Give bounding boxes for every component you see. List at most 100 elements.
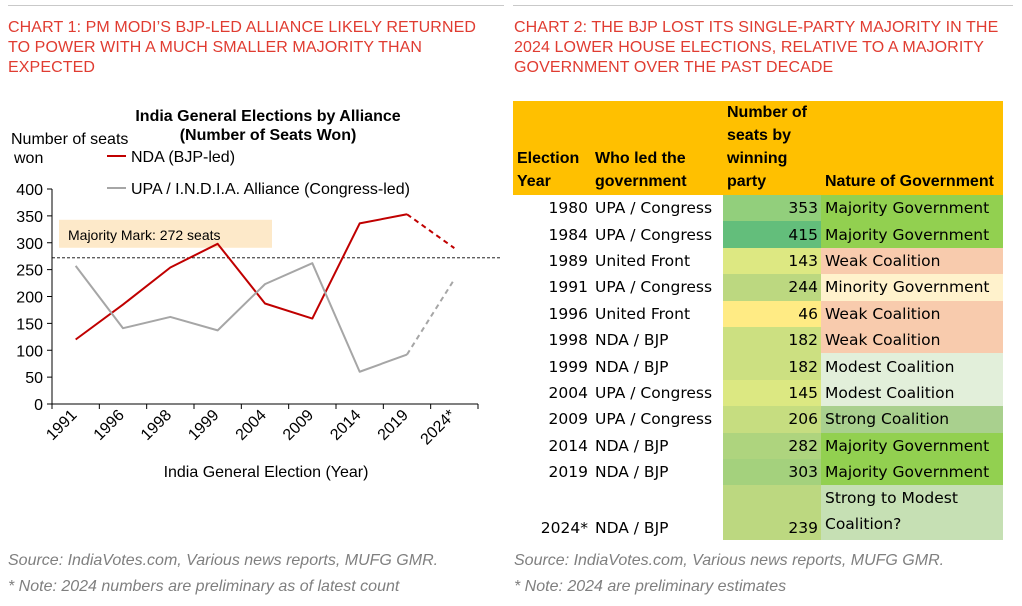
legend-label-1: UPA / I.N.D.I.A. Alliance (Congress-led) xyxy=(131,181,410,198)
x-tick-label: 1991 xyxy=(43,407,80,444)
seats-cell: 244 xyxy=(723,274,821,301)
chart-legend: NDA (BJP-led) UPA / I.N.D.I.A. Alliance (… xyxy=(107,149,410,198)
nature-cell: Modest Coalition xyxy=(821,379,1003,407)
table-row: 2019 NDA / BJP 303 Majority Government xyxy=(513,458,1003,486)
y-tick-label: 250 xyxy=(16,263,43,280)
nature-cell: Strong to Modest Coalition? xyxy=(821,485,1003,541)
table-header-row: Election Year Who led the government Num… xyxy=(513,101,1003,195)
nature-cell: Strong Coalition xyxy=(821,406,1003,433)
table-row: 1999 NDA / BJP 182 Modest Coalition xyxy=(513,353,1003,380)
table-row: 2009 UPA / Congress 206 Strong Coalition xyxy=(513,406,1003,433)
y-tick-label: 200 xyxy=(16,290,43,307)
leader-cell: UPA / Congress xyxy=(595,278,713,297)
chart1-source: Source: IndiaVotes.com, Various news rep… xyxy=(8,552,439,569)
leader-cell: UPA / Congress xyxy=(595,199,713,218)
y-tick-label: 300 xyxy=(16,236,43,253)
chart2-heading: CHART 2: THE BJP LOST ITS SINGLE-PARTY M… xyxy=(514,19,999,76)
leader-cell: NDA / BJP xyxy=(595,519,669,538)
x-tick-label: 1998 xyxy=(138,407,175,444)
table-body: 1980 UPA / Congress 353 Majority Government… xyxy=(513,195,1003,541)
table-row: 2024* NDA / BJP 239 Strong to Modest Coalit… xyxy=(513,485,1003,541)
seats-cell: 239 xyxy=(723,485,821,541)
series-projection-1 xyxy=(406,278,456,356)
x-tick-label: 2004 xyxy=(233,407,270,444)
seats-line-chart: India General Elections by Alliance (Num… xyxy=(11,108,500,481)
year-cell: 2014 xyxy=(548,436,588,455)
majority-mark: Majority Mark: 272 seats xyxy=(52,219,500,259)
leader-cell: NDA / BJP xyxy=(595,436,669,455)
y-axis-label-line1: Number of seats xyxy=(11,131,128,148)
table-row: 1991 UPA / Congress 244 Minority Government xyxy=(513,274,1003,301)
table-row: 1998 NDA / BJP 182 Weak Coalition xyxy=(513,326,1003,354)
series-line-1 xyxy=(74,262,408,373)
seats-cell: 353 xyxy=(723,195,821,222)
year-cell: 1996 xyxy=(548,304,588,323)
leader-cell: United Front xyxy=(595,251,691,270)
nature-cell: Majority Government xyxy=(821,458,1003,486)
x-tick-label: 1996 xyxy=(91,407,128,444)
nature-cell: Minority Government xyxy=(821,274,1003,301)
x-axis-label: India General Election (Year) xyxy=(164,464,369,481)
year-cell: 1999 xyxy=(548,357,588,376)
majority-label: Majority Mark: 272 seats xyxy=(68,227,221,243)
col-header-year: Election Year xyxy=(513,101,591,195)
top-divider xyxy=(8,5,504,6)
year-cell: 2024* xyxy=(540,519,588,538)
seats-cell: 143 xyxy=(723,247,821,275)
nature-cell: Majority Government xyxy=(821,432,1003,459)
nature-cell: Weak Coalition xyxy=(821,326,1003,354)
year-cell: 2004 xyxy=(548,383,588,402)
legend-label-0: NDA (BJP-led) xyxy=(131,149,235,166)
leader-cell: NDA / BJP xyxy=(595,463,669,482)
table-row: 2014 NDA / BJP 282 Majority Government xyxy=(513,432,1003,459)
leader-cell: NDA / BJP xyxy=(595,331,669,350)
year-cell: 1984 xyxy=(548,225,588,244)
year-cell: 2019 xyxy=(548,463,588,482)
seats-cell: 182 xyxy=(723,326,821,354)
leader-cell: NDA / BJP xyxy=(595,357,669,376)
seats-cell: 206 xyxy=(723,406,821,433)
seats-cell: 303 xyxy=(723,458,821,486)
table-row: 1989 United Front 143 Weak Coalition xyxy=(513,247,1003,275)
year-cell: 1991 xyxy=(548,278,588,297)
y-tick-label: 0 xyxy=(34,397,43,414)
seats-cell: 415 xyxy=(723,221,821,248)
y-axis-label-line2: won xyxy=(13,150,43,167)
chart1-note: * Note: 2024 numbers are preliminary as … xyxy=(8,578,400,595)
nature-cell: Majority Government xyxy=(821,221,1003,248)
nature-cell: Weak Coalition xyxy=(821,300,1003,327)
chart1-heading: CHART 1: PM MODI’S BJP-LED ALLIANCE LIKE… xyxy=(8,19,477,76)
table-row: 1996 United Front 46 Weak Coalition xyxy=(513,300,1003,327)
col-header-leader: Who led the government xyxy=(591,101,723,195)
series-projection-0 xyxy=(406,213,455,249)
chart2-panel: CHART 2: THE BJP LOST ITS SINGLE-PARTY M… xyxy=(511,0,1022,606)
leader-cell: UPA / Congress xyxy=(595,225,713,244)
election-table: Election Year Who led the government Num… xyxy=(513,101,1003,541)
x-tick-label: 2024* xyxy=(418,407,460,449)
seats-cell: 282 xyxy=(723,432,821,459)
table-row: 1984 UPA / Congress 415 Majority Government xyxy=(513,221,1003,248)
nature-cell: Modest Coalition xyxy=(821,353,1003,380)
seats-cell: 182 xyxy=(723,353,821,380)
y-tick-label: 150 xyxy=(16,316,43,333)
y-tick-label: 100 xyxy=(16,343,43,360)
chart2-source: Source: IndiaVotes.com, Various news rep… xyxy=(514,552,945,569)
y-tick-label: 350 xyxy=(16,209,43,226)
series-line-0 xyxy=(75,213,408,341)
y-tick-label: 400 xyxy=(16,182,43,199)
y-tick-label: 50 xyxy=(25,370,43,387)
chart2-note: * Note: 2024 are preliminary estimates xyxy=(514,578,787,595)
table-row: 1980 UPA / Congress 353 Majority Government xyxy=(513,195,1003,222)
year-cell: 1980 xyxy=(548,199,588,218)
year-cell: 2009 xyxy=(548,410,588,429)
chart-title-line2: (Number of Seats Won) xyxy=(180,127,357,144)
chart-title-line1: India General Elections by Alliance xyxy=(135,108,400,125)
seats-cell: 145 xyxy=(723,379,821,407)
col-header-seats: Number of seats by winning party xyxy=(723,101,821,195)
leader-cell: UPA / Congress xyxy=(595,410,713,429)
chart-series xyxy=(74,213,456,373)
chart1-panel: CHART 1: PM MODI’S BJP-LED ALLIANCE LIKE… xyxy=(0,0,505,606)
year-cell: 1989 xyxy=(548,251,588,270)
nature-cell: Weak Coalition xyxy=(821,247,1003,275)
top-divider xyxy=(513,5,1013,6)
